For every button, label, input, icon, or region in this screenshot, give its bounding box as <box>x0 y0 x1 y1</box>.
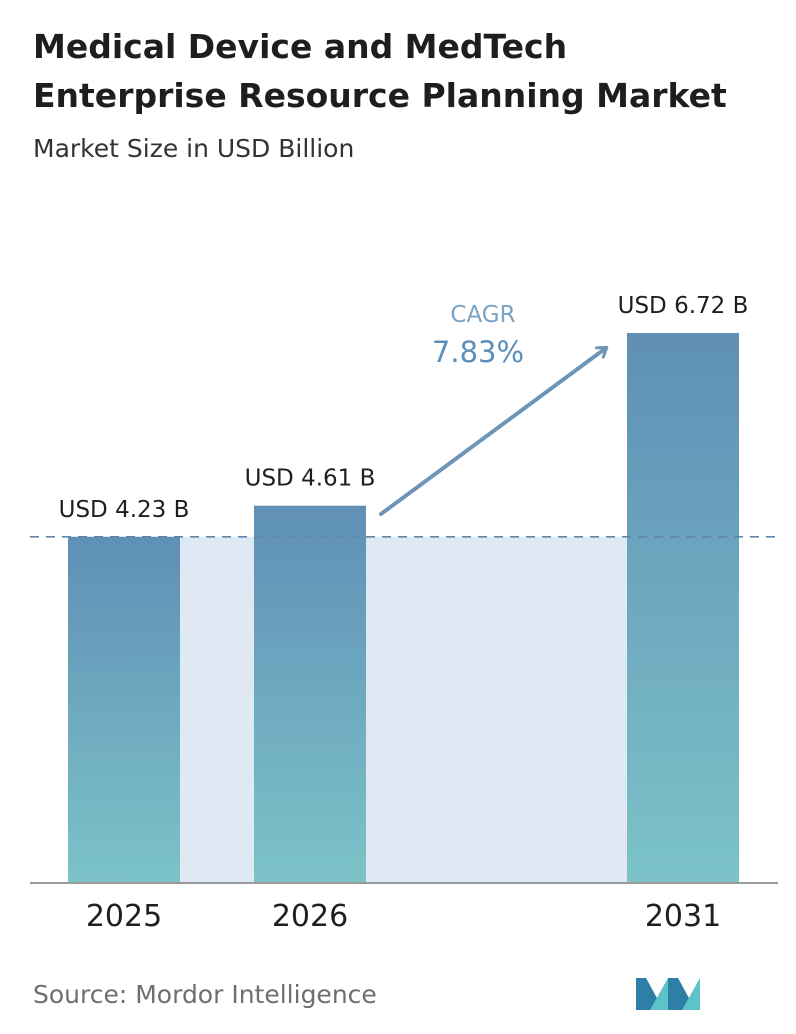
source-note: Source: Mordor Intelligence <box>33 980 377 1009</box>
cagr-label: CAGR <box>450 302 515 328</box>
value-label-2026: USD 4.61 B <box>245 466 376 492</box>
cagr-value: 7.83% <box>432 335 524 369</box>
x-tick-2031: 2031 <box>645 899 721 934</box>
chart-title: Medical Device and MedTech Enterprise Re… <box>33 22 773 120</box>
chart-title-line-1: Medical Device and MedTech <box>33 27 568 66</box>
x-tick-2026: 2026 <box>272 899 348 934</box>
cagr-arrow <box>379 348 606 516</box>
mordor-intelligence-logo <box>636 978 700 1010</box>
bar-2025 <box>68 536 180 883</box>
growth-band <box>180 536 627 883</box>
x-tick-2025: 2025 <box>86 899 162 934</box>
value-label-2031: USD 6.72 B <box>618 293 749 319</box>
bar-2031 <box>627 333 739 883</box>
chart-subtitle: Market Size in USD Billion <box>33 134 355 163</box>
bar-2026 <box>254 505 366 883</box>
chart-title-line-2: Enterprise Resource Planning Market <box>33 76 727 115</box>
value-label-2025: USD 4.23 B <box>59 497 190 523</box>
